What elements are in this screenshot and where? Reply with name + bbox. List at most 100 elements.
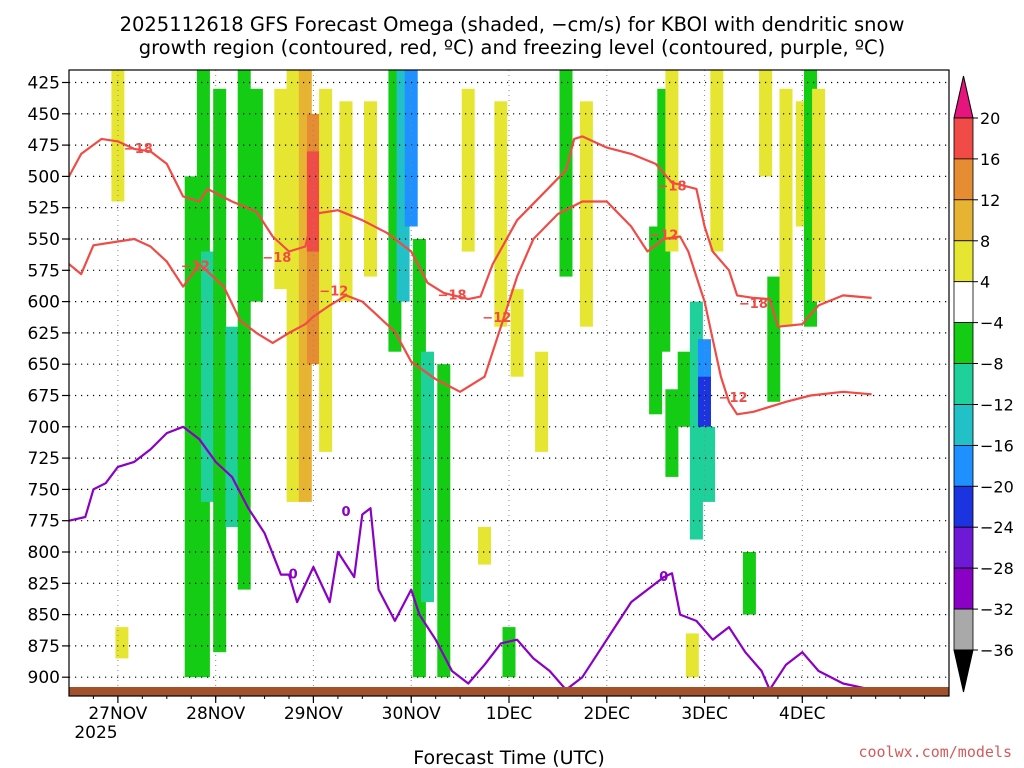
colorbar-label: −4 [980,314,1004,333]
omega-cell [685,633,699,678]
omega-cell [502,627,516,678]
omega-cell [319,88,333,452]
omega-cell [510,289,524,377]
chart-title-line1: 2025112618 GFS Forecast Omega (shaded, −… [120,13,905,36]
colorbar-segment [953,199,974,242]
colorbar-label: 20 [980,109,1000,128]
contour-label: −18 [658,179,687,194]
omega-cell [274,88,288,290]
omega-cell [559,70,573,277]
colorbar-segment [953,485,974,528]
y-tick-label: 450 [28,105,60,125]
colorbar-segment [953,322,974,364]
omega-cell [665,70,679,252]
contour-label: 0 [341,505,350,520]
omega-cell [339,101,353,302]
omega-cell [421,351,434,603]
colorbar-segment [953,363,974,405]
y-tick-label: 575 [28,261,60,281]
contour-label: −18 [739,297,768,312]
omega-cell [249,88,263,302]
colorbar-top-arrow [953,75,974,119]
colorbar-segment [953,444,974,487]
x-axis-title: Forecast Time (UTC) [413,747,604,768]
ground-rect [69,687,949,696]
y-tick-label: 725 [28,449,60,469]
y-tick-label: 825 [28,574,60,594]
y-tick-label: 525 [28,199,60,219]
colorbar-label: −12 [980,396,1014,415]
y-tick-label: 650 [28,355,60,375]
colorbar-label: 4 [980,273,990,292]
omega-cell [665,389,679,477]
colorbar-segment [953,281,974,324]
contour-label: −12 [719,391,748,406]
colorbar-bottom-arrow [953,649,974,693]
x-tick-label: 27NOV [88,704,147,724]
y-tick-label: 425 [28,74,60,94]
x-axis: 27NOV 28NOV 29NOV 30NOV 1DEC 2DEC 3DEC 4DEC [88,696,926,724]
x-tick-label: 4DEC [779,704,826,724]
contour-label: −18 [124,142,153,157]
omega-cell [364,101,377,277]
omega-cell [286,70,300,502]
colorbar-label: −32 [980,600,1014,619]
omega-cell [812,88,826,302]
omega-cell [742,552,756,615]
x-tick-label: 30NOV [382,704,441,724]
contour-line-0 [69,425,872,691]
colorbar-label: 16 [980,150,1000,169]
y-tick-label: 625 [28,324,60,344]
year-label: 2025 [74,723,117,743]
y-tick-label: 700 [28,418,60,438]
contour-label: 0 [659,570,668,585]
omega-cell [677,351,691,427]
colorbar-segment [953,404,974,446]
omega-cell [213,88,227,653]
y-tick-label: 475 [28,136,60,156]
y-tick-label: 775 [28,512,60,532]
y-tick-label: 875 [28,637,60,657]
x-tick-label: 1DEC [486,704,533,724]
colorbar-segment [953,608,974,651]
omega-cell [710,70,724,252]
contour-line--18 [69,135,872,328]
omega-shading [111,70,826,678]
colorbar-label: −28 [980,559,1014,578]
y-tick-label: 900 [28,668,60,688]
ground-strip [69,687,949,696]
y-tick-label: 675 [28,387,60,407]
credit-text: coolwx.com/models [858,743,1012,761]
contour-label: −18 [438,288,467,303]
x-tick-label: 2DEC [584,704,631,724]
contours: −18 −18 −18 −18 −18 −12 −12 −12 −12 −12 0 0 0 [69,135,872,691]
x-tick-label: 3DEC [681,704,728,724]
y-axis: 425 450 475 500 525 550 575 600 625 650 675 700 725 7… [28,74,69,688]
x-tick-label: 28NOV [186,704,245,724]
contour-label: −18 [262,251,291,266]
omega-cell [579,101,593,327]
omega-cell [437,364,451,678]
colorbar-label: −20 [980,477,1014,496]
omega-cell [237,70,251,590]
contour-label: −12 [181,260,210,275]
omega-cell [404,70,418,227]
y-tick-label: 850 [28,606,60,626]
y-tick-label: 800 [28,543,60,563]
colorbar-label: 12 [980,191,1000,210]
colorbar-label: 8 [980,232,990,251]
omega-cell [184,176,198,678]
contour-label: 0 [289,568,298,583]
y-tick-label: 600 [28,293,60,313]
contour-label: −12 [649,228,678,243]
contour-label: −12 [482,311,511,326]
omega-cell [779,88,793,327]
colorbar-label: −16 [980,436,1014,455]
x-tick-label: 29NOV [284,704,343,724]
colorbar: 20 16 12 8 4 −4 −8 −12 −16 −20 −24 −28 −32 −36 [953,75,1014,693]
y-tick-label: 750 [28,480,60,500]
colorbar-segment [953,117,974,160]
omega-cell [698,376,711,427]
colorbar-label: −36 [980,641,1014,660]
